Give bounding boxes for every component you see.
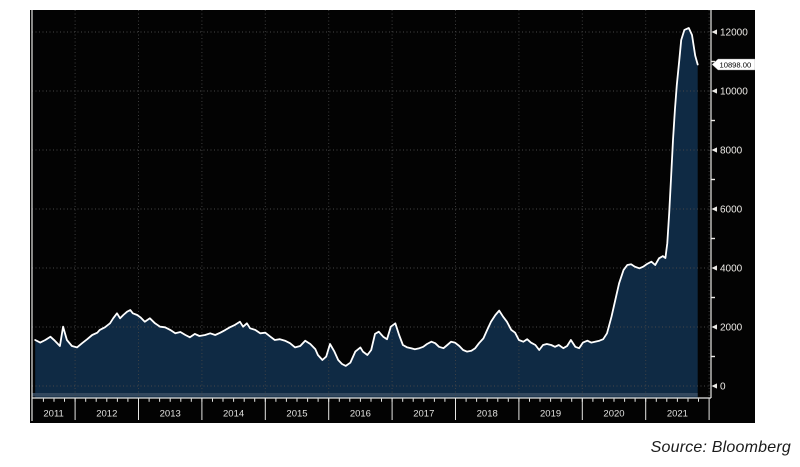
x-tick-label-2018: 2018 — [477, 409, 498, 420]
price-line — [34, 27, 699, 367]
x-tick-label-2013: 2013 — [160, 409, 181, 420]
y-tick-arrow-12000 — [711, 29, 717, 35]
last-price-label: 10898.00 — [720, 60, 752, 69]
chart-svg: 2011 2012 2013 2014 2015 2016 2017 2018 2019 2020… — [30, 10, 755, 423]
x-tick-label-2019: 2019 — [540, 409, 561, 420]
y-tick-label-6000: 6000 — [720, 204, 743, 215]
y-tick-label-4000: 4000 — [720, 263, 743, 274]
source-note-text: Source: Bloomberg — [650, 439, 791, 456]
last-price-flag: 10898.00 — [711, 58, 755, 71]
x-tick-label-2015: 2015 — [286, 409, 307, 420]
x-tick-label-2012: 2012 — [96, 409, 117, 420]
y-tick-label-8000: 8000 — [720, 145, 743, 156]
x-tick-label-2020: 2020 — [603, 409, 624, 420]
y-tick-arrow-8000 — [711, 147, 717, 153]
price-area-fill — [35, 28, 698, 398]
y-tick-label-2000: 2000 — [720, 322, 743, 333]
y-tick-label-0: 0 — [720, 381, 726, 392]
y-tick-arrow-2000 — [711, 324, 717, 330]
price-chart: 2011 2012 2013 2014 2015 2016 2017 2018 2019 2020… — [30, 10, 755, 423]
y-tick-arrow-4000 — [711, 265, 717, 271]
x-tick-label-2016: 2016 — [350, 409, 371, 420]
y-tick-arrow-0 — [711, 383, 717, 389]
area-baseline — [32, 393, 698, 397]
source-note: Source: Bloomberg — [651, 439, 791, 457]
x-tick-label-2011: 2011 — [43, 409, 63, 420]
x-tick-label-2014: 2014 — [223, 409, 244, 420]
y-tick-label-12000: 12000 — [720, 27, 748, 38]
x-tick-label-2017: 2017 — [413, 409, 434, 420]
y-tick-arrow-6000 — [711, 206, 717, 212]
x-tick-label-2021: 2021 — [667, 409, 688, 420]
y-tick-label-10000: 10000 — [720, 86, 748, 97]
y-tick-arrow-10000 — [711, 88, 717, 94]
